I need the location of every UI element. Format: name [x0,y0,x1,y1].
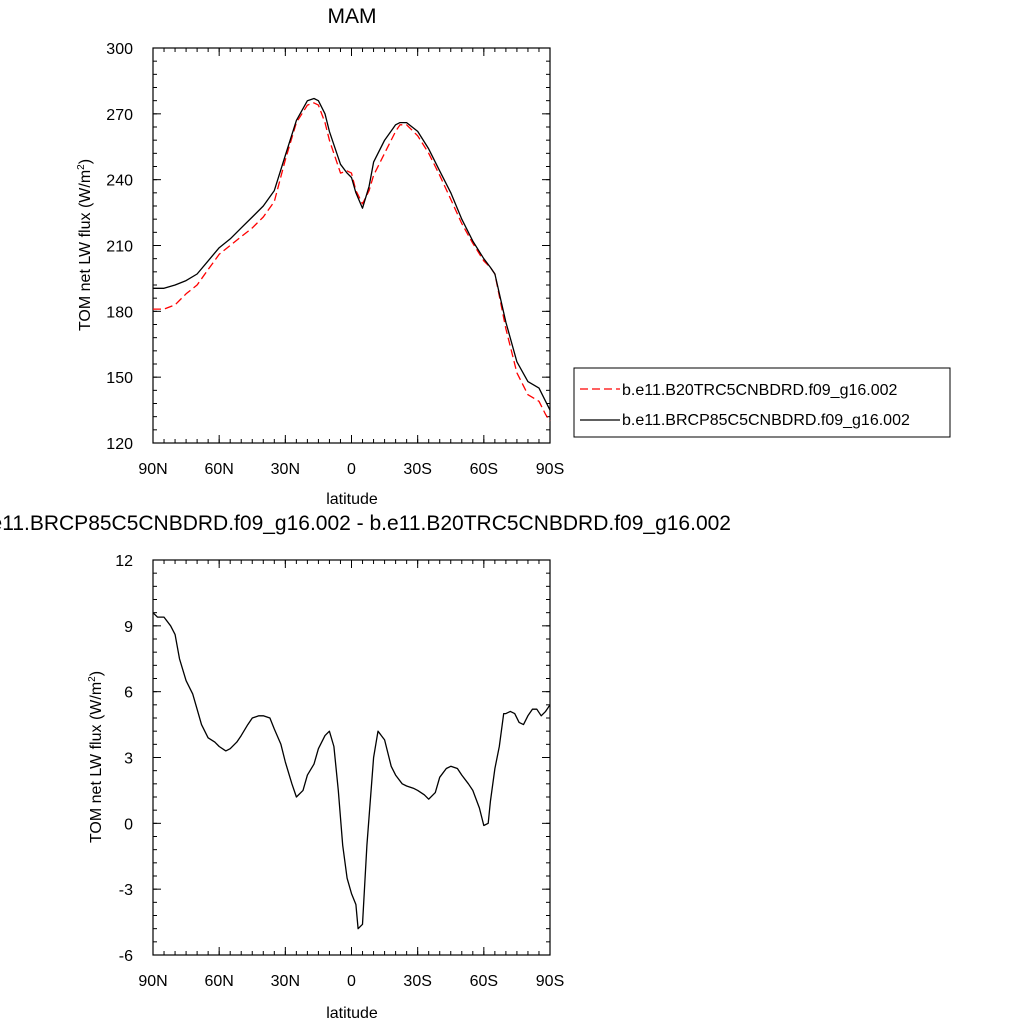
y-tick-label: 0 [124,816,133,833]
legend-label-historical: b.e11.B20TRC5CNBDRD.f09_g16.002 [622,382,898,399]
x-tick-label: 90S [536,973,564,990]
x-tick-label: 30N [271,461,300,478]
top-panel-legend: b.e11.B20TRC5CNBDRD.f09_g16.002 b.e11.BR… [573,367,951,438]
x-tick-label: 60N [204,973,233,990]
y-tick-label: 3 [124,751,133,768]
x-tick-label: 30S [403,973,431,990]
svg-text:TOM net LW flux (W/m2): TOM net LW flux (W/m2) [76,159,94,331]
y-tick-label: 180 [106,304,133,321]
x-tick-label: 0 [347,461,356,478]
x-tick-label: 60S [470,973,498,990]
legend-box [573,367,951,438]
x-tick-label: 90S [536,461,564,478]
y-tick-label: 300 [106,41,133,58]
bottom-panel-title: b.e11.BRCP85C5CNBDRD.f09_g16.002 - b.e11… [0,512,731,535]
y-tick-label: 240 [106,173,133,190]
y-tick-label: 150 [106,370,133,387]
x-tick-label: 30N [271,973,300,990]
x-tick-label: 0 [347,973,356,990]
bottom-panel-x-axis-label: latitude [326,1005,378,1022]
top-panel-title: MAM [328,5,377,28]
y-tick-label: 6 [124,685,133,702]
top-panel-y-axis-label: TOM net LW flux (W/m2) [76,159,94,331]
y-tick-label: -6 [119,948,133,965]
x-tick-label: 90N [138,973,167,990]
top-panel-x-axis-label: latitude [326,491,378,508]
x-tick-label: 30S [403,461,431,478]
bottom-panel-y-axis-label: TOM net LW flux (W/m2) [87,671,105,843]
y-tick-label: -3 [119,882,133,899]
y-tick-label: 12 [115,553,133,570]
y-tick-label: 210 [106,239,133,256]
svg-text:TOM net LW flux (W/m2): TOM net LW flux (W/m2) [87,671,105,843]
legend-label-rcp85: b.e11.BRCP85C5CNBDRD.f09_g16.002 [622,412,910,429]
series-line-1 [153,97,551,411]
y-tick-label: 120 [106,436,133,453]
y-tick-label: 9 [124,619,133,636]
y-tick-label: 270 [106,107,133,124]
x-tick-label: 90N [138,461,167,478]
top-panel: MAM TOM net LW flux (W/m2) latitude 90N 6… [76,5,951,508]
x-tick-label: 60S [470,461,498,478]
x-tick-label: 60N [204,461,233,478]
bottom-panel: b.e11.BRCP85C5CNBDRD.f09_g16.002 - b.e11… [0,512,731,1022]
series-line-0 [152,612,551,930]
